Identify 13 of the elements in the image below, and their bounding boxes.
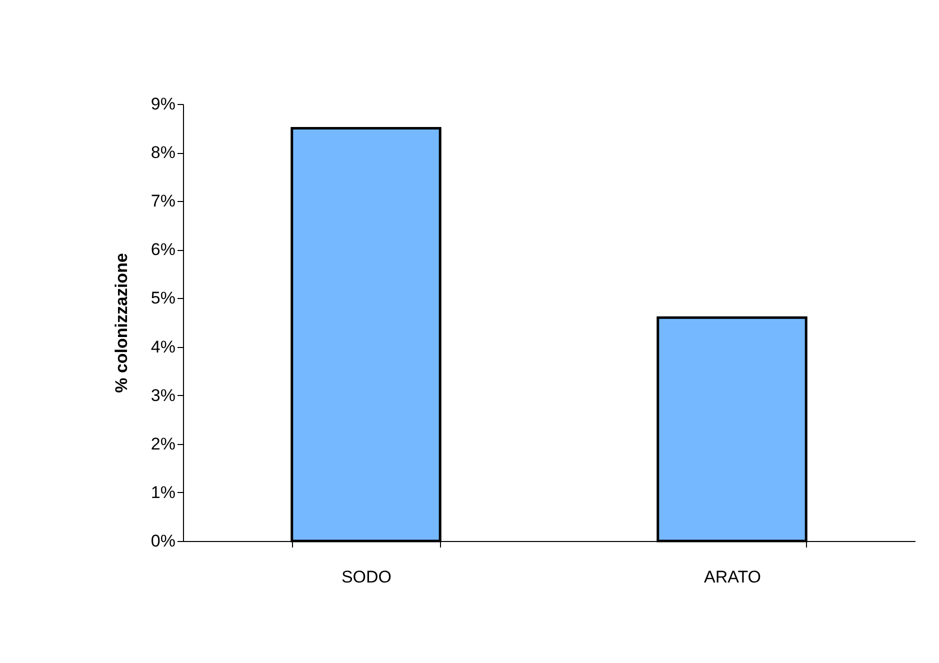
y-axis-title: % colonizzazione [112,253,131,393]
x-tick-label: ARATO [704,568,761,586]
y-tick-label: 7% [150,192,176,211]
y-tick-label: 8% [150,143,176,162]
y-tick-label: 9% [150,94,176,114]
y-tick-label: 6% [150,240,176,260]
y-tick-label: 3% [150,386,176,405]
y-tick-label: 2% [150,434,176,454]
y-tick-label: 5% [150,288,176,308]
y-tick-label: 0% [150,532,176,550]
y-tick-label: 1% [150,482,176,502]
y-tick-label: 4% [150,337,176,356]
x-tick-label: SODO [341,568,392,586]
